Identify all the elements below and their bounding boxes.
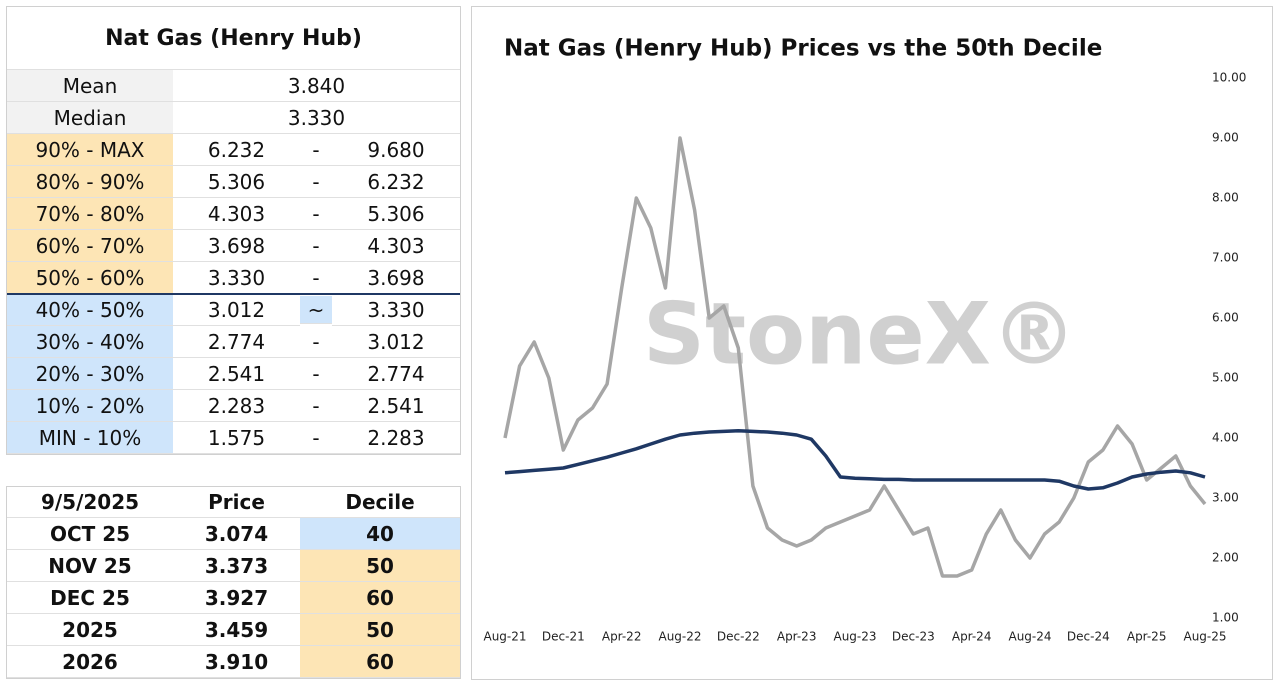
prices-decile: 60 — [300, 646, 460, 678]
prices-contract: 2025 — [7, 614, 173, 646]
prices-header: Decile — [300, 487, 460, 518]
prices-decile: 50 — [300, 550, 460, 582]
decile-separator: - — [300, 390, 332, 422]
decile-low: 5.306 — [173, 166, 300, 198]
decile-divider — [7, 293, 460, 295]
decile-high: 6.232 — [332, 166, 460, 198]
x-tick-label: Aug-22 — [658, 630, 701, 644]
decile-low: 3.330 — [173, 262, 300, 294]
decile-high: 2.541 — [332, 390, 460, 422]
y-tick-label: 10.00 — [1212, 71, 1246, 85]
prices-price: 3.373 — [173, 550, 300, 582]
decile-high: 9.680 — [332, 134, 460, 166]
decile-high: 4.303 — [332, 230, 460, 262]
x-tick-label: Dec-23 — [892, 630, 935, 644]
decile-high: 2.774 — [332, 358, 460, 390]
prices-contract: NOV 25 — [7, 550, 173, 582]
prices-price: 3.927 — [173, 582, 300, 614]
stats-title: Nat Gas (Henry Hub) — [7, 7, 460, 70]
decile-low: 4.303 — [173, 198, 300, 230]
y-tick-label: 8.00 — [1212, 191, 1239, 205]
prices-contract: DEC 25 — [7, 582, 173, 614]
x-tick-label: Aug-23 — [833, 630, 876, 644]
decile-low: 1.575 — [173, 422, 300, 454]
series-line — [504, 429, 1206, 491]
prices-decile: 40 — [300, 518, 460, 550]
decile-label: 40% - 50% — [7, 294, 173, 326]
prices-price: 3.910 — [173, 646, 300, 678]
x-tick-label: Apr-25 — [1127, 630, 1167, 644]
x-tick-label: Apr-22 — [602, 630, 642, 644]
decile-separator: - — [300, 134, 332, 166]
y-tick-label: 4.00 — [1212, 431, 1239, 445]
y-tick-label: 3.00 — [1212, 491, 1239, 505]
y-tick-label: 6.00 — [1212, 311, 1239, 325]
prices-contract: 2026 — [7, 646, 173, 678]
summary-label: Median — [7, 102, 173, 134]
prices-decile: 50 — [300, 614, 460, 646]
chart-title: Nat Gas (Henry Hub) Prices vs the 50th D… — [504, 36, 1102, 62]
prices-contract: OCT 25 — [7, 518, 173, 550]
summary-label: Mean — [7, 70, 173, 102]
prices-price: 3.074 — [173, 518, 300, 550]
decile-high: 2.283 — [332, 422, 460, 454]
decile-label: 10% - 20% — [7, 390, 173, 422]
decile-label: MIN - 10% — [7, 422, 173, 454]
x-tick-label: Aug-24 — [1008, 630, 1051, 644]
decile-separator: - — [300, 358, 332, 390]
prices-price: 3.459 — [173, 614, 300, 646]
y-tick-label: 5.00 — [1212, 371, 1239, 385]
chart-panel — [471, 6, 1273, 680]
x-tick-label: Dec-22 — [717, 630, 760, 644]
y-tick-label: 1.00 — [1212, 611, 1239, 625]
decile-label: 20% - 30% — [7, 358, 173, 390]
x-tick-label: Dec-24 — [1067, 630, 1110, 644]
decile-low: 2.283 — [173, 390, 300, 422]
y-tick-label: 7.00 — [1212, 251, 1239, 265]
decile-separator: - — [300, 198, 332, 230]
decile-high: 3.012 — [332, 326, 460, 358]
decile-label: 80% - 90% — [7, 166, 173, 198]
decile-low: 3.012 — [173, 294, 300, 326]
decile-label: 60% - 70% — [7, 230, 173, 262]
decile-label: 30% - 40% — [7, 326, 173, 358]
x-tick-label: Aug-25 — [1183, 630, 1226, 644]
decile-separator: ~ — [300, 296, 332, 324]
decile-low: 2.541 — [173, 358, 300, 390]
prices-decile: 60 — [300, 582, 460, 614]
watermark: StoneX® — [643, 284, 1077, 384]
prices-header: 9/5/2025 — [7, 487, 173, 518]
prices-panel — [6, 486, 461, 679]
decile-high: 5.306 — [332, 198, 460, 230]
decile-separator: - — [300, 230, 332, 262]
stats-panel — [6, 6, 461, 455]
summary-value: 3.330 — [173, 102, 460, 134]
prices-header: Price — [173, 487, 300, 518]
decile-separator: - — [300, 166, 332, 198]
decile-label: 90% - MAX — [7, 134, 173, 166]
decile-low: 2.774 — [173, 326, 300, 358]
decile-separator: - — [300, 326, 332, 358]
y-tick-label: 9.00 — [1212, 131, 1239, 145]
decile-label: 70% - 80% — [7, 198, 173, 230]
decile-low: 6.232 — [173, 134, 300, 166]
series-line — [503, 136, 1207, 578]
decile-separator: - — [300, 422, 332, 454]
y-tick-label: 2.00 — [1212, 551, 1239, 565]
x-tick-label: Apr-23 — [777, 630, 817, 644]
x-tick-label: Dec-21 — [542, 630, 585, 644]
x-tick-label: Aug-21 — [483, 630, 526, 644]
x-tick-label: Apr-24 — [952, 630, 992, 644]
decile-high: 3.330 — [332, 294, 460, 326]
decile-low: 3.698 — [173, 230, 300, 262]
summary-value: 3.840 — [173, 70, 460, 102]
decile-label: 50% - 60% — [7, 262, 173, 294]
